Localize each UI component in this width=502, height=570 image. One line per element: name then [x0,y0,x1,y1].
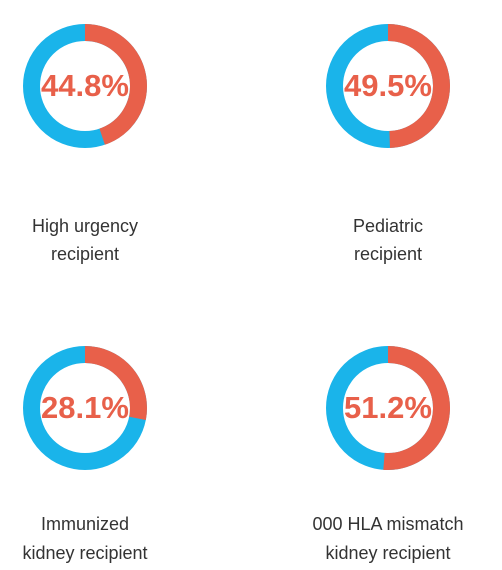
center-label: 44.8% [41,68,129,103]
donut-segment [84,24,147,145]
donut-label: kidney recipient [325,543,450,563]
donut-label: recipient [354,244,422,264]
donut-label: High urgency [32,216,138,236]
donut-segment [383,346,450,470]
donut-label: 000 HLA mismatch [312,514,463,534]
center-label: 28.1% [41,390,129,425]
donut-label: recipient [51,244,119,264]
donut-segment [387,24,450,148]
donut-segment [84,346,147,420]
donut-label: Pediatric [353,216,423,236]
center-label: 49.5% [344,68,432,103]
center-label: 51.2% [344,390,432,425]
donut-label: kidney recipient [22,543,147,563]
donut-label: Immunized [41,514,129,534]
